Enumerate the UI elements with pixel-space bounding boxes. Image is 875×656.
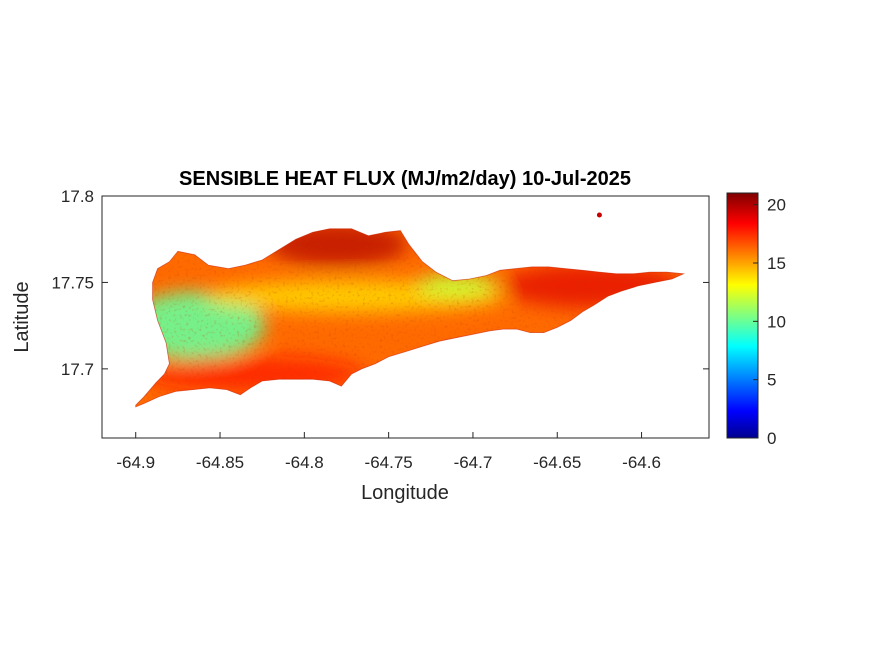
colorbar-tick-label: 5 xyxy=(767,371,776,390)
y-tick-label: 17.7 xyxy=(61,360,94,379)
island-outline xyxy=(135,228,686,408)
y-tick-label: 17.75 xyxy=(51,273,94,292)
y-axis: 17.7 17.75 17.8 xyxy=(51,187,709,379)
chart-title: SENSIBLE HEAT FLUX (MJ/m2/day) 10-Jul-20… xyxy=(179,168,631,190)
x-tick-label: -64.85 xyxy=(196,453,244,472)
x-tick-label: -64.9 xyxy=(116,453,155,472)
colorbar-tick-label: 20 xyxy=(767,196,786,215)
x-tick-label: -64.8 xyxy=(285,453,324,472)
y-axis-label: Latitude xyxy=(11,281,33,352)
colorbar-tick-label: 10 xyxy=(767,312,786,331)
colorbar-tick-label: 15 xyxy=(767,254,786,273)
colorbar-ticks: 0 5 10 15 20 xyxy=(753,196,786,448)
colorbar-tick-label: 0 xyxy=(767,429,776,448)
y-tick-label: 17.8 xyxy=(61,187,94,206)
x-tick-label: -64.65 xyxy=(533,453,581,472)
x-tick-label: -64.6 xyxy=(622,453,661,472)
x-axis-label: Longitude xyxy=(361,482,449,504)
x-axis: -64.9 -64.85 -64.8 -64.75 -64.7 -64.65 -64.6 xyxy=(116,432,661,472)
colorbar xyxy=(726,192,759,439)
x-tick-label: -64.75 xyxy=(365,453,413,472)
x-tick-label: -64.7 xyxy=(454,453,493,472)
islet-marker xyxy=(596,212,602,218)
